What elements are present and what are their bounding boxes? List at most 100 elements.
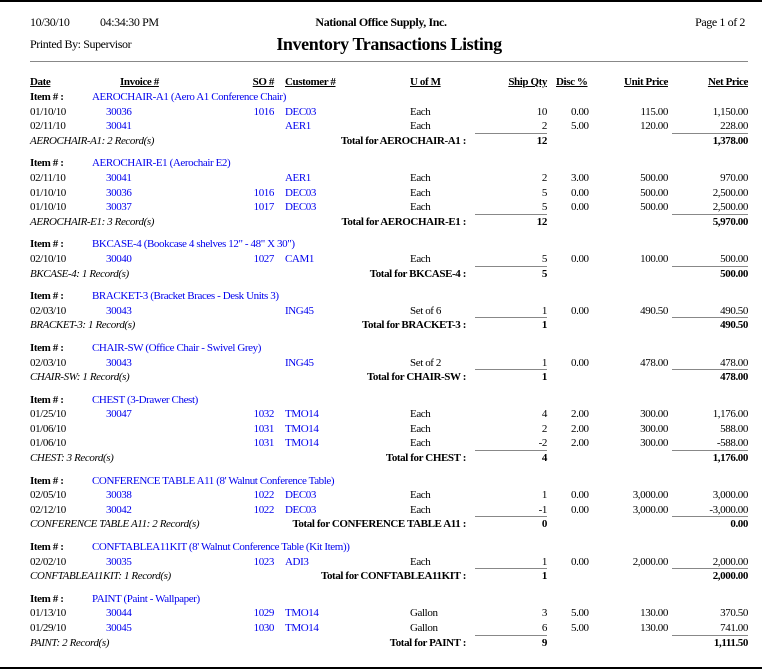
invoice-link[interactable]: 30044 xyxy=(106,607,132,620)
unit-price-cell: 300.00 xyxy=(640,408,668,421)
customer-link[interactable]: ING45 xyxy=(285,304,314,317)
item-group: Item # : CONFERENCE TABLE A11 (8' Walnut … xyxy=(0,474,762,532)
date-cell: 02/03/10 xyxy=(30,356,66,369)
uom-cell: Each xyxy=(410,555,431,568)
item-link[interactable]: AEROCHAIR-E1 (Aerochair E2) xyxy=(92,157,231,170)
customer-link[interactable]: TMO14 xyxy=(285,422,319,435)
column-header-so: SO # xyxy=(252,76,275,88)
ship-qty-cell: 1 xyxy=(541,489,548,502)
customer-link[interactable]: DEC03 xyxy=(285,503,317,516)
customer-link[interactable]: DEC03 xyxy=(285,489,317,502)
total-net: 1,176.00 xyxy=(712,452,749,465)
table-row: 01/29/10 30045 1030 TMO14 Gallon 6 5.00 130.00 7… xyxy=(0,621,762,636)
customer-link[interactable]: ING45 xyxy=(285,356,314,369)
item-link[interactable]: CONFTABLEA11KIT (8' Walnut Conference Ta… xyxy=(92,541,350,554)
invoice-link[interactable]: 30037 xyxy=(106,201,132,214)
record-count: CONFTABLEA11KIT: 1 Record(s) xyxy=(30,570,171,583)
disc-cell: 2.00 xyxy=(571,437,589,450)
invoice-link[interactable]: 30043 xyxy=(106,304,132,317)
so-link[interactable]: 1029 xyxy=(253,607,275,620)
disc-cell: 0.00 xyxy=(571,201,589,214)
so-link[interactable]: 1016 xyxy=(253,105,275,118)
so-link[interactable]: 1017 xyxy=(253,201,275,214)
date-cell: 02/10/10 xyxy=(30,252,66,265)
page-indicator: Page 1 of 2 xyxy=(695,15,745,29)
ship-qty-cell: -2 xyxy=(538,437,548,450)
invoice-link[interactable]: 30040 xyxy=(106,252,132,265)
customer-link[interactable]: AER1 xyxy=(285,171,311,184)
total-net: 490.50 xyxy=(720,319,748,332)
total-qty: 0 xyxy=(541,518,548,531)
total-row: AEROCHAIR-E1: 3 Record(s) Total for AEROC… xyxy=(0,213,762,230)
invoice-link[interactable]: 30035 xyxy=(106,555,132,568)
invoice-link[interactable]: 30041 xyxy=(106,171,132,184)
uom-cell: Set of 2 xyxy=(410,356,442,369)
total-row: CONFTABLEA11KIT: 1 Record(s) Total for CO… xyxy=(0,568,762,584)
total-qty: 1 xyxy=(541,319,548,332)
so-link[interactable]: 1027 xyxy=(253,252,275,265)
customer-link[interactable]: TMO14 xyxy=(285,607,319,620)
customer-link[interactable]: TMO14 xyxy=(285,408,319,421)
net-subtotal-rule xyxy=(672,317,748,319)
customer-link[interactable]: ADI3 xyxy=(285,555,309,568)
unit-price-cell: 130.00 xyxy=(640,622,668,634)
total-net: 2,000.00 xyxy=(712,570,749,583)
disc-cell: 0.00 xyxy=(571,105,589,118)
item-label: Item # : xyxy=(30,238,64,251)
item-link[interactable]: CHEST (3-Drawer Chest) xyxy=(92,393,198,406)
so-link[interactable]: 1030 xyxy=(253,622,275,634)
customer-link[interactable]: DEC03 xyxy=(285,201,317,214)
invoice-link[interactable]: 30038 xyxy=(106,489,132,502)
net-subtotal-rule xyxy=(672,132,748,134)
total-label: Total for AEROCHAIR-A1 : xyxy=(340,134,467,147)
item-link[interactable]: PAINT (Paint - Wallpaper) xyxy=(92,592,200,605)
net-price-cell: 3,000.00 xyxy=(712,489,749,502)
invoice-link[interactable]: 30047 xyxy=(106,408,132,421)
net-price-cell: 370.50 xyxy=(720,607,748,620)
table-row: 02/11/10 30041 AER1 Each 2 3.00 500.00 970.00 xyxy=(0,171,762,186)
uom-cell: Each xyxy=(410,422,431,435)
so-link[interactable]: 1031 xyxy=(253,422,275,435)
record-count: BKCASE-4: 1 Record(s) xyxy=(30,267,129,280)
table-row: 02/02/10 30035 1023 ADI3 Each 1 0.00 2,000.00 2,… xyxy=(0,555,762,570)
invoice-link[interactable]: 30041 xyxy=(106,120,132,133)
item-header-row: Item # : PAINT (Paint - Wallpaper) xyxy=(0,592,762,607)
so-link[interactable]: 1023 xyxy=(253,555,275,568)
invoice-link[interactable]: 30042 xyxy=(106,503,132,516)
so-link[interactable]: 1022 xyxy=(253,489,275,502)
customer-link[interactable]: AER1 xyxy=(285,120,311,133)
item-link[interactable]: CHAIR-SW (Office Chair - Swivel Grey) xyxy=(92,341,262,354)
so-link[interactable]: 1022 xyxy=(253,503,275,516)
item-link[interactable]: BKCASE-4 (Bookcase 4 shelves 12" - 48" X… xyxy=(92,238,295,251)
customer-link[interactable]: CAM1 xyxy=(285,252,314,265)
unit-price-cell: 478.00 xyxy=(640,356,668,369)
item-group: Item # : CHAIR-SW (Office Chair - Swivel … xyxy=(0,341,762,385)
invoice-link[interactable]: 30036 xyxy=(106,186,132,199)
disc-cell: 0.00 xyxy=(571,555,589,568)
invoice-link[interactable]: 30045 xyxy=(106,622,132,634)
record-count: PAINT: 2 Record(s) xyxy=(30,636,109,649)
customer-link[interactable]: DEC03 xyxy=(285,105,317,118)
customer-link[interactable]: TMO14 xyxy=(285,437,319,450)
uom-cell: Each xyxy=(410,201,431,214)
item-link[interactable]: BRACKET-3 (Bracket Braces - Desk Units 3… xyxy=(92,290,279,303)
uom-cell: Each xyxy=(410,489,431,502)
item-link[interactable]: CONFERENCE TABLE A11 (8' Walnut Conferen… xyxy=(92,474,335,487)
net-price-cell: 500.00 xyxy=(720,252,748,265)
date-cell: 02/11/10 xyxy=(30,120,66,133)
disc-cell: 0.00 xyxy=(571,356,589,369)
record-count: BRACKET-3: 1 Record(s) xyxy=(30,319,135,332)
customer-link[interactable]: TMO14 xyxy=(285,622,319,634)
invoice-link[interactable]: 30043 xyxy=(106,356,132,369)
customer-link[interactable]: DEC03 xyxy=(285,186,317,199)
so-link[interactable]: 1032 xyxy=(253,408,275,421)
item-group: Item # : CHEST (3-Drawer Chest) 01/25/10 30… xyxy=(0,393,762,466)
item-link[interactable]: AEROCHAIR-A1 (Aero A1 Conference Chair) xyxy=(92,91,286,103)
invoice-link[interactable]: 30036 xyxy=(106,105,132,118)
table-row: 01/10/10 30036 1016 DEC03 Each 5 0.00 500.00 2,5… xyxy=(0,186,762,201)
total-qty: 12 xyxy=(536,134,548,147)
so-link[interactable]: 1031 xyxy=(253,437,275,450)
total-qty: 1 xyxy=(541,570,548,583)
so-link[interactable]: 1016 xyxy=(253,186,275,199)
record-count: CONFERENCE TABLE A11: 2 Record(s) xyxy=(30,518,200,531)
